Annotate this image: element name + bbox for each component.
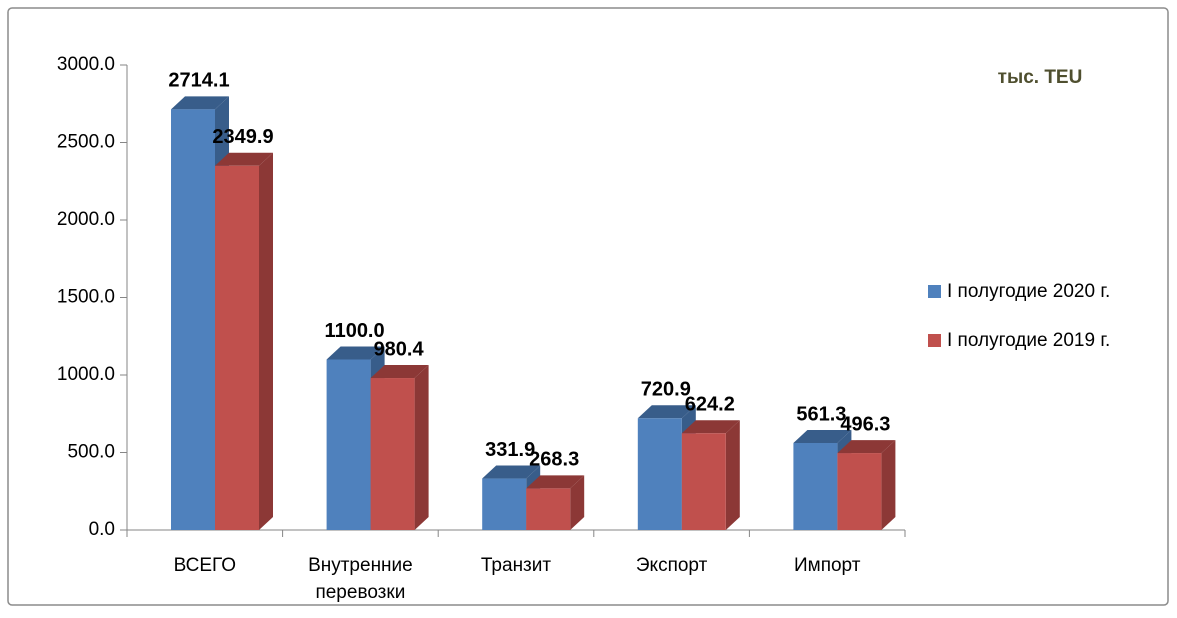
bar-side (414, 365, 429, 530)
bar-top (793, 429, 852, 443)
bar (215, 165, 259, 530)
bar (637, 418, 682, 530)
legend-swatch (928, 334, 941, 347)
bar-top (637, 405, 696, 419)
x-tick-label-line: перевозки (315, 582, 405, 603)
bar-top (482, 465, 541, 479)
bar-side (570, 475, 585, 530)
y-tick-label: 0.0 (89, 519, 115, 540)
bar-top (171, 96, 229, 110)
bar-side (259, 152, 273, 530)
value-label: 331.9 (485, 439, 535, 461)
unit-annotation: тыс. TEU (998, 67, 1083, 88)
bar-top (215, 152, 273, 166)
value-label: 720.9 (641, 379, 691, 401)
value-label: 624.2 (685, 394, 735, 416)
bar (370, 378, 415, 530)
bar (171, 109, 215, 530)
bar (681, 433, 726, 530)
value-label: 561.3 (796, 403, 846, 425)
legend-label: I полугодие 2019 г. (947, 330, 1110, 351)
x-tick-label: Экспорт (636, 555, 708, 576)
value-label: 496.3 (840, 413, 890, 435)
x-tick-label: Транзит (481, 555, 551, 576)
value-label: 1100.0 (325, 320, 385, 342)
bar-side (881, 440, 896, 530)
y-tick-label: 2000.0 (57, 209, 115, 230)
y-tick-label: 1500.0 (57, 287, 115, 308)
value-label: 2349.9 (212, 126, 273, 148)
bar-top (681, 420, 740, 434)
bar-top (837, 440, 896, 454)
x-tick-label: Импорт (794, 555, 861, 576)
bar-top (526, 475, 585, 489)
x-tick-label: ВСЕГО (174, 555, 236, 576)
legend-swatch (928, 285, 941, 298)
value-label: 2714.1 (168, 70, 229, 92)
y-tick-label: 1000.0 (57, 364, 115, 385)
value-label: 268.3 (529, 449, 579, 471)
y-tick-label: 3000.0 (57, 54, 115, 75)
value-label: 980.4 (374, 338, 425, 360)
y-tick-label: 2500.0 (57, 132, 115, 153)
bar (837, 453, 882, 530)
x-tick-label-line: Внутренние (308, 555, 413, 576)
y-tick-label: 500.0 (67, 442, 115, 463)
bar-top (326, 346, 385, 360)
bar (526, 488, 571, 530)
bar (482, 478, 527, 530)
legend-label: I полугодие 2020 г. (947, 281, 1110, 302)
bar (326, 359, 371, 530)
bar (793, 442, 838, 530)
x-tick-label: Внутренние перевозки (308, 555, 413, 603)
bar-top (370, 365, 429, 379)
bar-side (725, 420, 740, 530)
